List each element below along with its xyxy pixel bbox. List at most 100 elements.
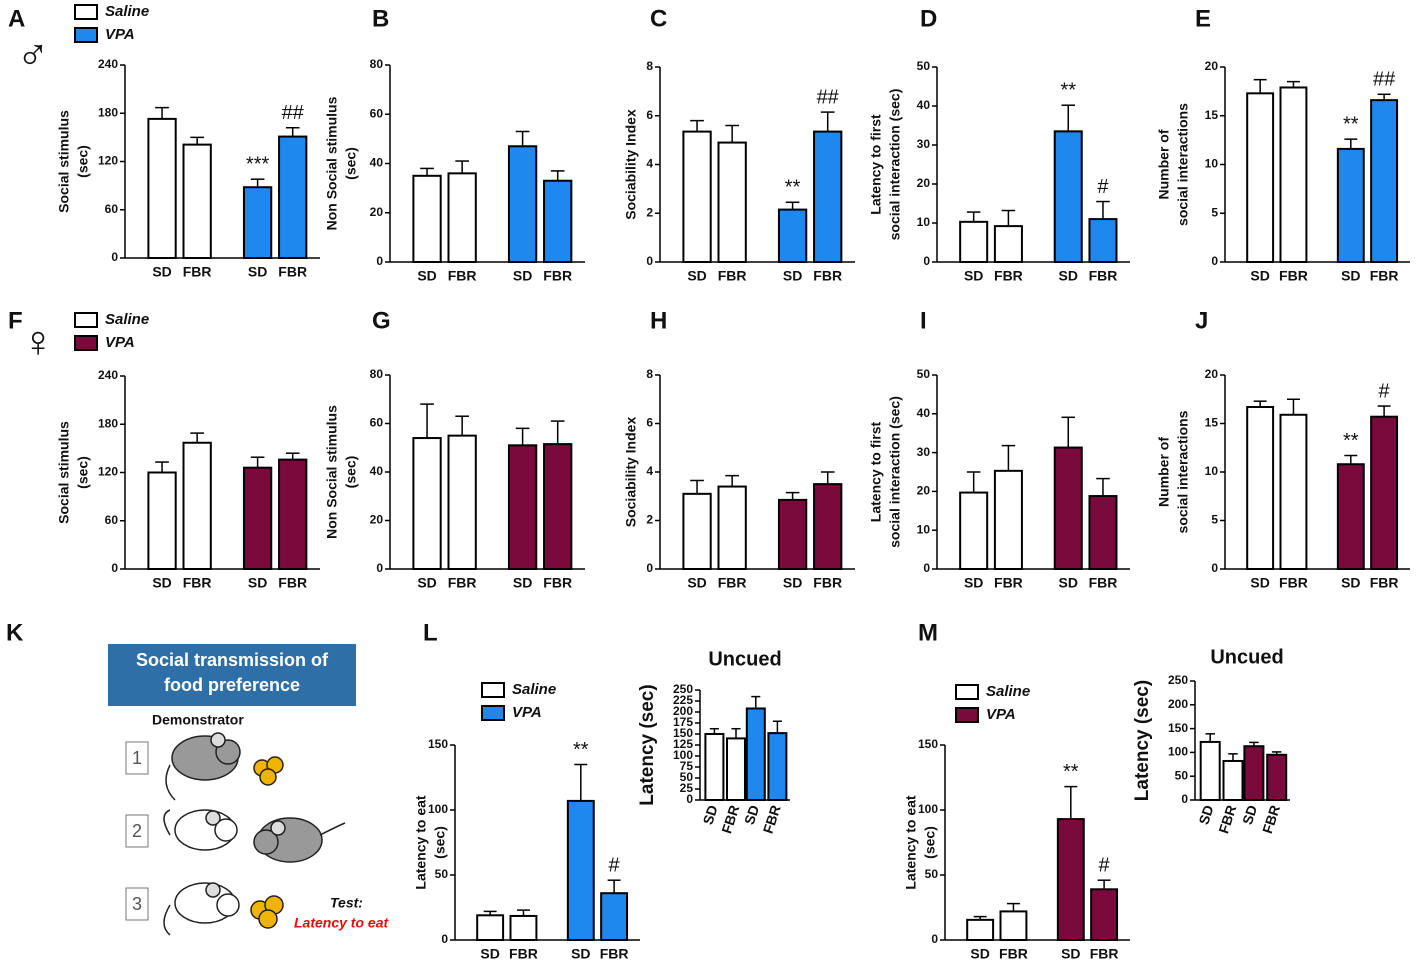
bar: [1279, 413, 1308, 570]
y-axis-label: (sec): [75, 456, 91, 489]
chart-panel: J Number of social interactions 0 5 10 15 20 SD F…: [1156, 307, 1410, 591]
x-tick-label: FBR: [543, 575, 572, 591]
chart-panel: F♀ Social stimulus (sec) 0 60 120 180 240 SD FBR S…: [8, 307, 320, 591]
y-tick-label: 50: [925, 867, 939, 881]
x-tick-label: FBR: [1089, 575, 1118, 591]
step-box: [125, 887, 149, 921]
bar: [1370, 415, 1399, 570]
x-tick-label: FBR: [1089, 268, 1118, 284]
y-tick-label: 30: [917, 137, 931, 151]
bar: [682, 130, 712, 263]
chart-panel: B Non Social stimulus (sec) 0 20 40 60 80 SD FBR S…: [324, 5, 585, 284]
y-axis-label: Social stimulus: [56, 110, 72, 213]
y-tick-label: 125: [673, 737, 693, 751]
sex-symbol: ♂: [17, 31, 50, 80]
y-tick-label: 100: [673, 748, 693, 762]
chart-panel: M Latency to eat (sec) 0 50 100 150 SD FBR SD FBR S…: [903, 619, 1130, 962]
chart-panel: G Non Social stimulus (sec) 0 20 40 60 80 SD FBR S…: [324, 307, 585, 591]
test-label: Test:: [330, 895, 363, 911]
y-tick-label: 50: [1175, 768, 1189, 782]
y-axis-label: social interaction (sec): [887, 396, 903, 548]
y-tick-label: 10: [1205, 157, 1219, 171]
y-tick-label: 100: [918, 802, 938, 816]
x-tick-label: FBR: [448, 268, 477, 284]
bar: [726, 737, 746, 802]
legend-label: Saline: [986, 683, 1030, 700]
y-tick-label: 175: [673, 715, 693, 729]
panel-letter: J: [1195, 307, 1208, 334]
x-tick-label: SD: [1250, 268, 1269, 284]
x-tick-label: FBR: [1090, 946, 1119, 962]
y-axis-label: Sociability Index: [623, 109, 639, 220]
x-tick-label: FBR: [813, 268, 842, 284]
x-tick-label: FBR: [600, 946, 629, 962]
y-tick-label: 60: [105, 202, 119, 216]
legend-label: VPA: [986, 706, 1016, 723]
y-tick-label: 150: [1168, 721, 1188, 735]
bar: [476, 914, 505, 941]
y-tick-label: 5: [1211, 513, 1218, 527]
legend-swatch: [74, 312, 98, 328]
y-tick-label: 20: [370, 513, 384, 527]
bar: [242, 466, 273, 570]
bar: [1246, 406, 1275, 571]
bar: [1088, 495, 1118, 570]
chart-panel: C Sociability Index 0 2 4 6 8 SD FBR SD FBR ** ##: [623, 5, 855, 284]
y-axis-label: Sociability Index: [623, 417, 639, 528]
y-tick-label: 60: [370, 106, 384, 120]
x-tick-label: FBR: [1259, 803, 1283, 835]
chart-panel: L Latency to eat (sec) 0 50 100 150 SD FBR SD FBR S…: [413, 619, 640, 962]
bar: [745, 707, 766, 801]
x-tick-label: SD: [513, 575, 532, 591]
step-number: 1: [132, 748, 142, 768]
chart-panel: H Sociability Index 0 2 4 6 8 SD FBR SD FBR: [623, 307, 855, 591]
bar: [1199, 740, 1221, 801]
significance-label: ##: [282, 102, 305, 124]
chart-panel: D Latency to first social interaction (sec…: [868, 5, 1130, 284]
legend-label: Saline: [105, 3, 149, 20]
chart-panel: I Latency to first social interaction (sec…: [868, 307, 1130, 591]
bar: [1336, 147, 1365, 263]
x-tick-label: SD: [700, 803, 721, 826]
y-tick-label: 0: [111, 250, 118, 264]
bar: [507, 145, 538, 263]
bar: [566, 799, 595, 942]
y-tick-label: 8: [646, 59, 653, 73]
legend-label: VPA: [512, 704, 542, 721]
significance-label: **: [1343, 113, 1359, 135]
y-tick-label: 6: [646, 108, 653, 122]
y-axis-label: (sec): [343, 147, 359, 180]
y-tick-label: 60: [105, 513, 119, 527]
x-tick-label: FBR: [760, 803, 784, 835]
bar: [813, 483, 843, 570]
x-tick-label: SD: [1341, 575, 1360, 591]
x-tick-label: SD: [1059, 575, 1078, 591]
panel-letter: L: [423, 619, 438, 646]
demonstrator-label: Demonstrator: [152, 712, 244, 728]
x-tick-label: SD: [1250, 575, 1269, 591]
significance-label: **: [785, 177, 801, 199]
x-tick-label: SD: [1239, 803, 1260, 826]
y-tick-label: 0: [686, 792, 693, 806]
x-tick-label: SD: [1341, 268, 1360, 284]
panel-letter: H: [650, 307, 667, 334]
y-tick-label: 180: [98, 105, 118, 119]
y-axis-label: Latency to eat: [903, 795, 919, 889]
bar: [993, 225, 1023, 263]
y-tick-label: 150: [673, 726, 693, 740]
x-tick-label: FBR: [278, 264, 307, 280]
x-tick-label: SD: [964, 268, 983, 284]
chart-title: Uncued: [1210, 646, 1283, 668]
bar: [1222, 759, 1244, 802]
x-tick-label: SD: [152, 264, 171, 280]
x-tick-label: SD: [248, 264, 267, 280]
significance-label: ##: [817, 86, 840, 108]
legend-label: VPA: [105, 26, 135, 43]
y-tick-label: 20: [1205, 367, 1219, 381]
significance-label: **: [1060, 80, 1076, 102]
bar: [777, 208, 808, 263]
bar: [278, 458, 308, 570]
x-tick-label: SD: [783, 268, 802, 284]
title-line: Social transmission of: [136, 650, 329, 670]
